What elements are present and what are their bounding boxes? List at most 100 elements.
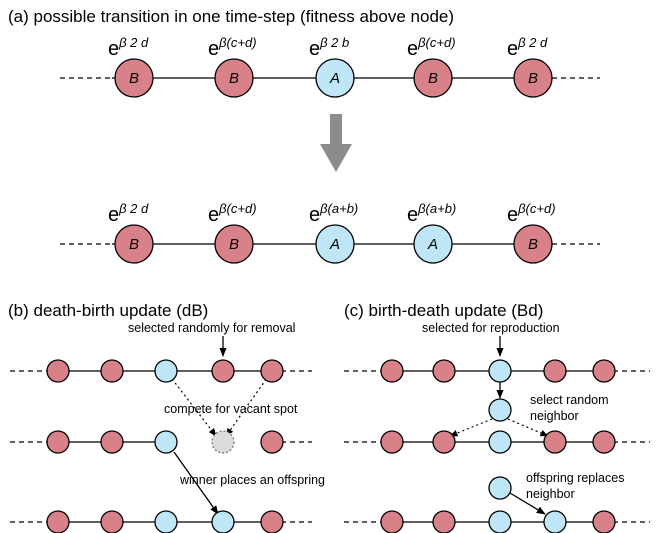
dB-row2-node-winner [154,430,178,454]
dB-row3-node-5 [260,510,284,533]
Bd-offspring-2 [488,476,512,500]
row1-fitness-1: eβ 2 d [108,35,149,60]
row1-node-label-5: B [528,70,538,87]
row2-fitness-base-1: e [108,204,119,226]
Bd-row3-node-replaced [543,510,567,533]
Bd-row1-node-2 [432,359,456,383]
panel-c-title: (c) birth-death update (Bd) [344,301,543,320]
row2-fitness-1: eβ 2 d [108,201,149,226]
row1-fitness-exponent-2: β(c+d) [218,35,256,50]
row1-fitness-5: eβ 2 d [507,35,548,60]
row2-node-3 [315,224,355,264]
label-winner: winner places an offspring [179,473,325,487]
row2-node-4 [413,224,453,264]
row1-fitness-base-3: e [309,38,320,60]
panel-a-row1-fitness: eβ 2 d eβ(c+d) eβ 2 b eβ(c+d) eβ 2 d [108,35,548,60]
compete-arrow-right [225,370,273,437]
row1-fitness-4: eβ(c+d) [407,35,456,60]
row1-node-label-3: A [329,70,340,87]
Bd-row3-node-1 [380,510,404,533]
panel-a-title: (a) possible transition in one time-step… [8,7,454,26]
dB-row3-node-3 [154,510,178,533]
panel-b-title: (b) death-birth update (dB) [8,301,208,320]
Bd-row2-node-3 [488,430,512,454]
select-neighbor-right-arrow [507,418,549,437]
dB-row2-node-1 [46,430,70,454]
row2-fitness-3: eβ(a+b) [309,201,358,226]
dB-row1-node-2 [100,359,124,383]
row1-node-label-2: B [229,70,239,87]
row2-node-label-1: B [129,236,139,253]
panel-c-nodes [380,359,616,533]
row1-node-1 [114,58,154,98]
row2-fitness-exponent-2: β(c+d) [218,201,256,216]
Bd-row3-node-3 [488,510,512,533]
row2-fitness-exponent-1: β 2 d [118,201,149,216]
row2-fitness-exponent-4: β(a+b) [417,201,456,216]
row2-fitness-base-5: e [507,204,518,226]
label-removal: selected randomly for removal [128,321,295,335]
label-select-random: select random [530,393,609,407]
transition-arrow [320,114,352,172]
panel-b-nodes [46,359,284,533]
row1-fitness-base-1: e [108,38,119,60]
dB-row1-node-5 [260,359,284,383]
label-offspring-replaces: offspring replaces [526,471,624,485]
dB-row2-node-2 [100,430,124,454]
row1-node-5 [513,58,553,98]
dB-row2-vacant-spot [211,430,235,454]
Bd-row1-node-4 [543,359,567,383]
row1-node-2 [214,58,254,98]
select-neighbor-left-arrow [449,418,493,437]
row2-node-2 [214,224,254,264]
dB-row1-node-3 [154,359,178,383]
dB-row1-node-1 [46,359,70,383]
Bd-row2-node-5 [592,430,616,454]
label-neighbor-2: neighbor [526,487,575,501]
dB-row1-node-removed [211,359,235,383]
Bd-row1-node-5 [592,359,616,383]
row1-fitness-3: eβ 2 b [309,35,349,60]
panel-a-row2-fitness: eβ 2 d eβ(c+d) eβ(a+b) eβ(a+b) eβ(c+d) [108,201,556,226]
row2-fitness-exponent-5: β(c+d) [517,201,555,216]
row2-fitness-5: eβ(c+d) [507,201,556,226]
row1-node-4 [413,58,453,98]
winner-arrow [173,451,219,515]
label-neighbor-1: neighbor [530,409,579,423]
row2-node-label-3: A [329,236,340,253]
row2-node-label-2: B [229,236,239,253]
label-reproduction: selected for reproduction [422,321,560,335]
row1-fitness-exponent-5: β 2 d [517,35,548,50]
row1-fitness-exponent-4: β(c+d) [417,35,455,50]
row2-fitness-4: eβ(a+b) [407,201,456,226]
row1-fitness-exponent-1: β 2 d [118,35,149,50]
row1-node-label-4: B [428,70,438,87]
dB-row2-node-5 [260,430,284,454]
label-compete: compete for vacant spot [164,402,298,416]
row1-fitness-base-5: e [507,38,518,60]
row2-fitness-base-4: e [407,204,418,226]
row2-node-5 [513,224,553,264]
row1-fitness-base-2: e [208,38,219,60]
Bd-row1-node-1 [380,359,404,383]
compete-arrow-left [165,370,217,437]
replace-arrow [509,492,546,515]
row2-fitness-base-2: e [208,204,219,226]
row1-fitness-exponent-3: β 2 b [319,35,349,50]
row2-node-1 [114,224,154,264]
Bd-row1-node-selected [488,359,512,383]
row2-node-label-4: A [427,236,438,253]
row2-node-label-5: B [528,236,538,253]
row1-fitness-2: eβ(c+d) [208,35,257,60]
row1-fitness-base-4: e [407,38,418,60]
Bd-row2-node-4 [543,430,567,454]
dB-row3-node-1 [46,510,70,533]
row1-node-3 [315,58,355,98]
row2-fitness-exponent-3: β(a+b) [319,201,358,216]
dB-row3-node-2 [100,510,124,533]
Bd-offspring-1 [488,398,512,422]
row1-node-label-1: B [129,70,139,87]
